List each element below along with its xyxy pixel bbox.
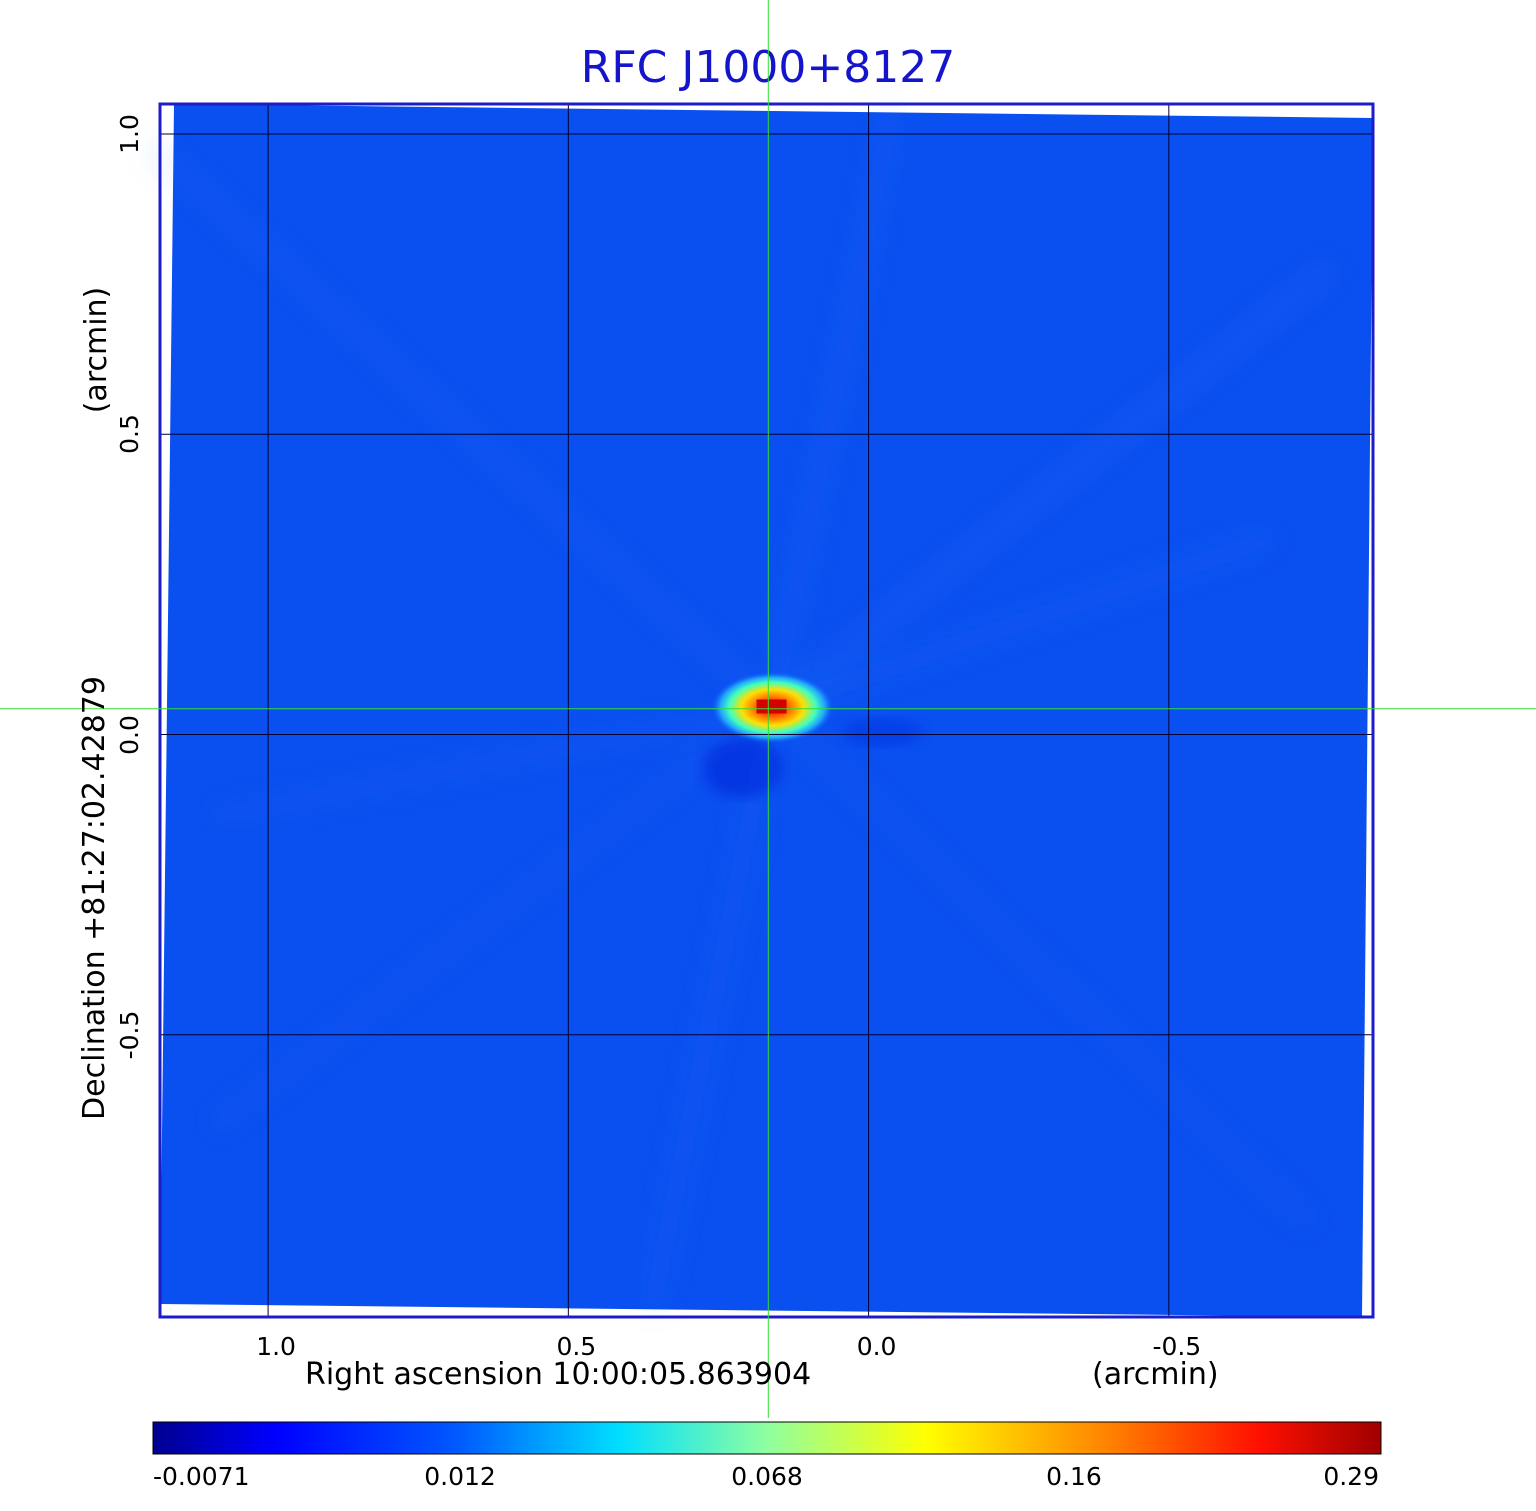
x-tick-label: 1.0 <box>256 1332 296 1361</box>
x-tick-label: 0.5 <box>556 1332 597 1361</box>
crosshair <box>0 0 1536 1418</box>
y-tick-label: 0.5 <box>115 414 144 455</box>
colorbar-tick-label: 0.29 <box>1323 1462 1379 1491</box>
sidelobe-streak <box>761 105 904 710</box>
x-tick-label: 0.0 <box>856 1332 897 1361</box>
y-tick-label: 0.0 <box>115 714 144 755</box>
x-axis-label: Right ascension 10:00:05.863904 <box>305 1357 812 1392</box>
colorbar-scale <box>152 1421 1382 1455</box>
colorbar <box>152 1421 1382 1455</box>
negative-lobe <box>842 718 923 747</box>
frame-layer <box>158 102 1375 1319</box>
y-tick-label: 1.0 <box>115 114 144 154</box>
plot-frame <box>158 102 1375 1319</box>
sidelobe-streak <box>768 527 1277 718</box>
sidelobe-streak <box>210 696 775 829</box>
x-tick-label: -0.5 <box>1152 1332 1202 1361</box>
sidelobe-streak <box>145 139 780 716</box>
colorbar-tick-label: -0.0071 <box>153 1462 250 1491</box>
colorbar-tick-label: 0.068 <box>731 1462 803 1491</box>
grid-layer <box>160 104 1373 1317</box>
x-axis-unit: (arcmin) <box>1092 1357 1219 1392</box>
y-axis-label: Declination +81:27:02.42879 <box>77 676 112 1120</box>
y-tick-label: -0.5 <box>115 1010 144 1060</box>
y-axis-unit: (arcmin) <box>79 286 114 414</box>
sidelobe-streak <box>205 698 780 1137</box>
sidelobe-streak <box>641 705 784 1310</box>
sidelobe-streak <box>764 699 1321 1236</box>
negative-lobe <box>702 737 783 798</box>
colorbar-tick-label: 0.012 <box>424 1462 496 1491</box>
source-core <box>756 699 787 714</box>
sidelobe-streak <box>765 258 1340 717</box>
image-layer <box>145 104 1373 1317</box>
colorbar-tick-label: 0.16 <box>1046 1462 1102 1491</box>
